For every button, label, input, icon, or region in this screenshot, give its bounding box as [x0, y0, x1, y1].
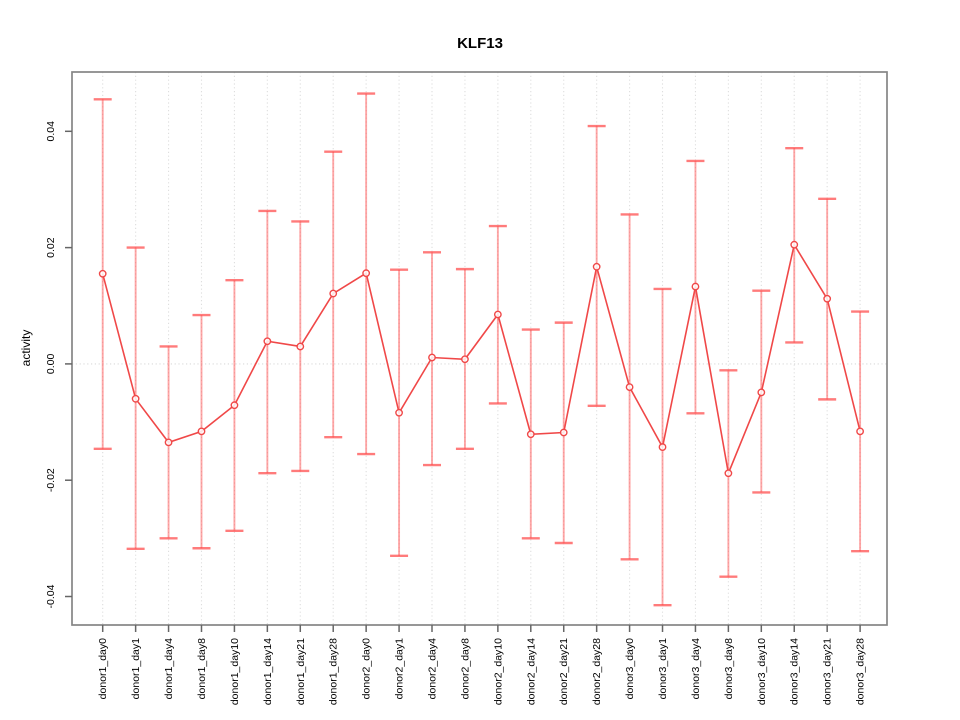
data-point	[296, 342, 305, 351]
data-point	[230, 401, 239, 410]
x-tick-label: donor1_day28	[328, 638, 340, 705]
data-point	[263, 337, 272, 346]
y-tick-label: -0.02	[45, 468, 57, 492]
x-tick-label: donor1_day21	[295, 638, 307, 705]
data-point	[823, 294, 832, 303]
data-point	[461, 355, 469, 364]
data-point	[625, 383, 634, 392]
x-tick-label: donor3_day28	[855, 638, 867, 705]
series-line	[101, 242, 861, 477]
data-point	[856, 427, 864, 436]
data-point	[790, 240, 799, 249]
data-point	[428, 353, 436, 362]
data-point	[658, 443, 667, 451]
x-tick-label: donor1_day0	[97, 638, 109, 699]
data-point	[131, 394, 140, 403]
x-tick-label: donor3_day0	[624, 638, 636, 699]
y-tick-label: 0.04	[45, 121, 57, 142]
y-tick-label: -0.04	[45, 584, 57, 608]
x-tick-label: donor1_day8	[196, 638, 208, 699]
data-point	[724, 469, 733, 478]
data-point	[362, 269, 371, 278]
x-tick-label: donor2_day0	[361, 638, 373, 699]
x-tick-label: donor3_day1	[657, 638, 669, 699]
x-tick-label: donor1_day4	[163, 638, 175, 699]
data-point	[559, 428, 568, 437]
x-tick-label: donor2_day10	[492, 638, 504, 705]
x-tick-label: donor3_day21	[822, 638, 834, 705]
x-tick-label: donor1_day14	[262, 638, 274, 705]
x-tick-label: donor2_day21	[558, 638, 570, 705]
x-tick-label: donor1_day1	[130, 638, 142, 699]
plot-box	[71, 71, 888, 626]
x-tick-label: donor2_day1	[394, 638, 406, 699]
y-tick-label: 0.00	[45, 354, 57, 375]
data-point	[493, 310, 502, 319]
x-tick-label: donor3_day8	[723, 638, 735, 699]
x-tick-label: donor2_day14	[525, 638, 537, 705]
data-point	[164, 438, 173, 447]
x-tick-label: donor2_day28	[591, 638, 603, 705]
x-tick-label: donor2_day4	[427, 638, 439, 699]
plot-area: -0.04 -0.02 0.00 0.02 0.04 donor1_day0 donor1_…	[45, 71, 888, 705]
data-point	[592, 262, 601, 271]
x-tick-label: donor3_day10	[756, 638, 768, 705]
chart-title: KLF13	[457, 35, 503, 52]
x-tick-label: donor1_day10	[229, 638, 241, 705]
data-point	[395, 408, 403, 417]
y-tick-label: 0.02	[45, 237, 57, 258]
data-point	[329, 289, 338, 298]
y-axis-label: activity	[19, 330, 33, 367]
data-point	[691, 282, 700, 291]
x-tick-label: donor3_day14	[789, 638, 801, 705]
x-tick-label: donor3_day4	[690, 638, 702, 699]
data-point	[98, 269, 107, 278]
data-point	[526, 430, 535, 439]
data-point	[757, 388, 766, 397]
x-tick-label: donor2_day8	[459, 638, 471, 699]
data-point	[197, 427, 206, 436]
